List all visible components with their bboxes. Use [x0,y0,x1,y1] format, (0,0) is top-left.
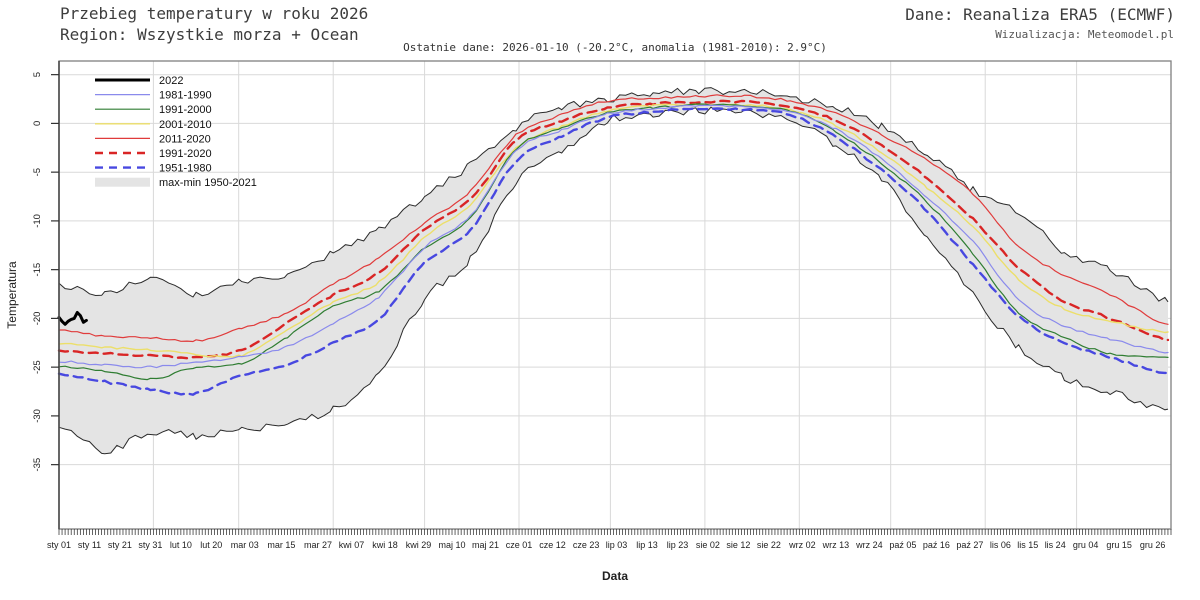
x-tick-label: mar 27 [304,540,332,550]
x-tick-label: wrz 13 [822,540,850,550]
x-tick-label: gru 26 [1140,540,1166,550]
y-axis-ticks: 5 0 -5 -10 -15 -20 -25 -30 -35 [32,72,59,472]
x-axis-title: Data [601,569,628,583]
x-tick-label: cze 01 [506,540,533,550]
x-tick-label: cze 12 [539,540,566,550]
y-axis-title: Temperatura [5,261,19,329]
legend-label: 2001-2010 [159,119,212,131]
series-line-1951-1980 [57,107,1170,396]
data-source-label: Dane: Reanaliza ERA5 (ECMWF) [905,5,1175,24]
x-tick-label: lis 06 [990,540,1011,550]
x-tick-label: paź 27 [956,540,983,550]
series-line-2001-2010 [58,103,1169,358]
x-tick-label: wrz 24 [855,540,883,550]
x-tick-label: lut 10 [170,540,192,550]
x-tick-label: mar 03 [231,540,259,550]
series-line-2022 [57,311,88,326]
x-tick-label: lis 15 [1017,540,1038,550]
legend-label: 1981-1990 [159,90,212,102]
y-tick-label: -5 [32,168,43,176]
x-tick-label: sty 11 [78,540,101,550]
region-subtitle: Region: Wszystkie morza + Ocean [60,25,359,44]
y-tick-label: -25 [32,360,43,374]
y-tick-label: -20 [32,312,43,326]
x-tick-label: gru 04 [1073,540,1099,550]
x-tick-label: lut 20 [200,540,222,550]
x-tick-label: paź 16 [923,540,950,550]
x-tick-label: sie 12 [726,540,750,550]
y-tick-label: -35 [32,458,43,472]
y-tick-label: -30 [32,409,43,423]
legend-label: 2022 [159,75,183,87]
series-line-1981-1990 [58,104,1169,369]
minmax-band [59,87,1168,454]
series-line-2011-2020 [58,94,1169,343]
x-tick-label: sie 02 [696,540,720,550]
x-tick-label: sty 21 [108,540,132,550]
last-data-subtitle: Ostatnie dane: 2026-01-10 (-20.2°C, anom… [403,41,827,54]
legend-label: max-min 1950-2021 [159,177,257,189]
x-tick-label: lip 03 [606,540,628,550]
band-max-edge [58,87,1169,303]
x-tick-label: kwi 18 [372,540,398,550]
x-tick-label: lip 13 [636,540,658,550]
x-tick-label: sty 01 [47,540,71,550]
y-tick-label: -10 [32,214,43,228]
x-tick-label: kwi 07 [339,540,365,550]
page-title: Przebieg temperatury w roku 2026 [60,4,369,23]
legend-label: 1991-2020 [159,148,212,160]
y-tick-label: 5 [32,72,43,77]
x-tick-label: lis 24 [1045,540,1066,550]
x-tick-label: lip 23 [667,540,689,550]
x-tick-label: paź 05 [889,540,916,550]
x-tick-label: sty 31 [138,540,162,550]
x-tick-label: mar 15 [267,540,295,550]
x-tick-label: maj 21 [472,540,499,550]
chart-legend: 2022 1981-1990 1991-2000 2001-2010 2011-2020… [95,75,257,189]
x-tick-label: wrz 02 [788,540,816,550]
legend-band-swatch [95,177,150,187]
legend-label: 1951-1980 [159,163,212,175]
legend-label: 1991-2000 [159,104,212,116]
x-axis-ticks: sty 01 sty 11 sty 21 sty 31 lut 10 lut 20 mar … [47,529,1172,550]
x-tick-label: sie 22 [757,540,781,550]
series-line-1991-2020 [57,99,1170,360]
x-tick-label: cze 23 [573,540,600,550]
x-tick-label: kwi 29 [406,540,432,550]
x-tick-label: gru 15 [1106,540,1132,550]
legend-label: 2011-2020 [159,133,211,145]
visualization-credit: Wizualizacja: Meteomodel.pl [995,28,1174,41]
y-tick-label: 0 [32,121,43,126]
x-tick-label: maj 10 [438,540,465,550]
series-line-1991-2000 [58,103,1169,381]
y-tick-label: -15 [32,263,43,277]
